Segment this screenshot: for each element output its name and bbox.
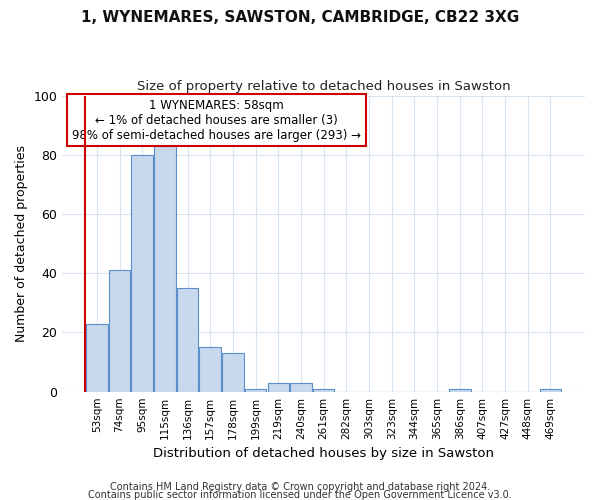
Bar bbox=[177, 288, 199, 392]
Y-axis label: Number of detached properties: Number of detached properties bbox=[15, 145, 28, 342]
Bar bbox=[539, 388, 561, 392]
Text: 1, WYNEMARES, SAWSTON, CAMBRIDGE, CB22 3XG: 1, WYNEMARES, SAWSTON, CAMBRIDGE, CB22 3… bbox=[81, 10, 519, 25]
Title: Size of property relative to detached houses in Sawston: Size of property relative to detached ho… bbox=[137, 80, 511, 93]
Bar bbox=[245, 388, 266, 392]
Bar bbox=[131, 155, 153, 392]
Bar bbox=[199, 348, 221, 392]
Bar bbox=[109, 270, 130, 392]
Text: Contains HM Land Registry data © Crown copyright and database right 2024.: Contains HM Land Registry data © Crown c… bbox=[110, 482, 490, 492]
Text: Contains public sector information licensed under the Open Government Licence v3: Contains public sector information licen… bbox=[88, 490, 512, 500]
Bar bbox=[313, 388, 334, 392]
Bar bbox=[86, 324, 107, 392]
Bar bbox=[154, 143, 176, 392]
Bar bbox=[222, 353, 244, 392]
Bar bbox=[290, 383, 312, 392]
X-axis label: Distribution of detached houses by size in Sawston: Distribution of detached houses by size … bbox=[153, 447, 494, 460]
Text: 1 WYNEMARES: 58sqm
← 1% of detached houses are smaller (3)
98% of semi-detached : 1 WYNEMARES: 58sqm ← 1% of detached hous… bbox=[72, 98, 361, 142]
Bar bbox=[449, 388, 470, 392]
Bar bbox=[268, 383, 289, 392]
